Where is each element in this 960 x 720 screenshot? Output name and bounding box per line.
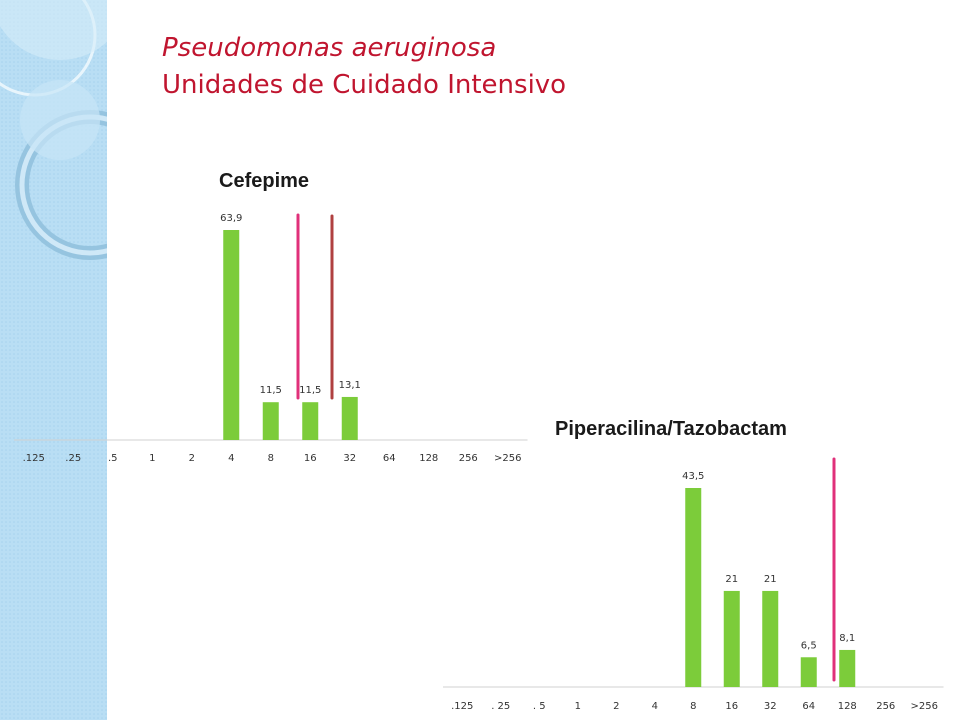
x-tick-label: 256 [459,453,478,464]
x-tick-label: >256 [911,701,938,712]
title-organism: Pseudomonas aeruginosa [162,33,497,63]
x-tick-label: 16 [725,701,738,712]
x-tick-label: .5 [108,453,118,464]
x-tick-label: 64 [802,701,815,712]
x-tick-label: >256 [494,453,521,464]
x-tick-label: 4 [228,453,234,464]
x-tick-label: 2 [189,453,195,464]
x-tick-label: 128 [838,701,857,712]
data-label: 11,5 [299,385,321,396]
bar [223,230,240,440]
chart-piperacilina: .125 . 25 . 5 1 2 4 8 43,5 16 21 32 21 64 6,5 128 8,1 25… [443,457,944,712]
bar [302,402,319,440]
data-label: 63,9 [220,213,242,224]
x-tick-label: 16 [304,453,317,464]
x-tick-label: 1 [149,453,155,464]
x-tick-label: 256 [876,701,895,712]
data-label: 8,1 [839,633,855,644]
bar [341,396,358,440]
x-tick-label: 8 [690,701,696,712]
bar [685,488,702,687]
bar [262,402,279,440]
x-tick-label: 2 [613,701,619,712]
x-tick-label: 64 [383,453,396,464]
bar [762,590,779,687]
x-tick-label: 32 [343,453,356,464]
data-label: 11,5 [260,385,282,396]
x-tick-label: .25 [65,453,81,464]
chart-title-cefepime: Cefepime [219,170,310,192]
slide-title: Pseudomonas aeruginosa Unidades de Cuida… [162,30,566,104]
data-label: 13,1 [339,380,361,391]
x-tick-label: 1 [575,701,581,712]
data-label: 6,5 [801,640,817,651]
x-tick-label: .125 [23,453,45,464]
x-tick-label: 32 [764,701,777,712]
x-tick-label: 4 [652,701,658,712]
decorative-side-strip [0,0,107,720]
bar [723,590,740,687]
bar [800,657,817,687]
x-tick-label: 128 [419,453,438,464]
bar [839,649,856,687]
x-tick-label: .125 [451,701,473,712]
x-tick-label: . 5 [533,701,546,712]
chart-title-piperacilina: Piperacilina/Tazobactam [555,418,787,440]
data-label: 21 [764,574,777,585]
chart-cefepime: .125 .25 .5 1 2 4 63,9 8 11,5 16 11,5 32 13,1 64 128 25… [14,213,528,464]
x-tick-label: . 25 [491,701,510,712]
data-label: 21 [725,574,738,585]
decorative-circles [0,0,107,720]
x-tick-label: 8 [268,453,274,464]
data-label: 43,5 [682,471,704,482]
title-unit: Unidades de Cuidado Intensivo [162,70,567,100]
